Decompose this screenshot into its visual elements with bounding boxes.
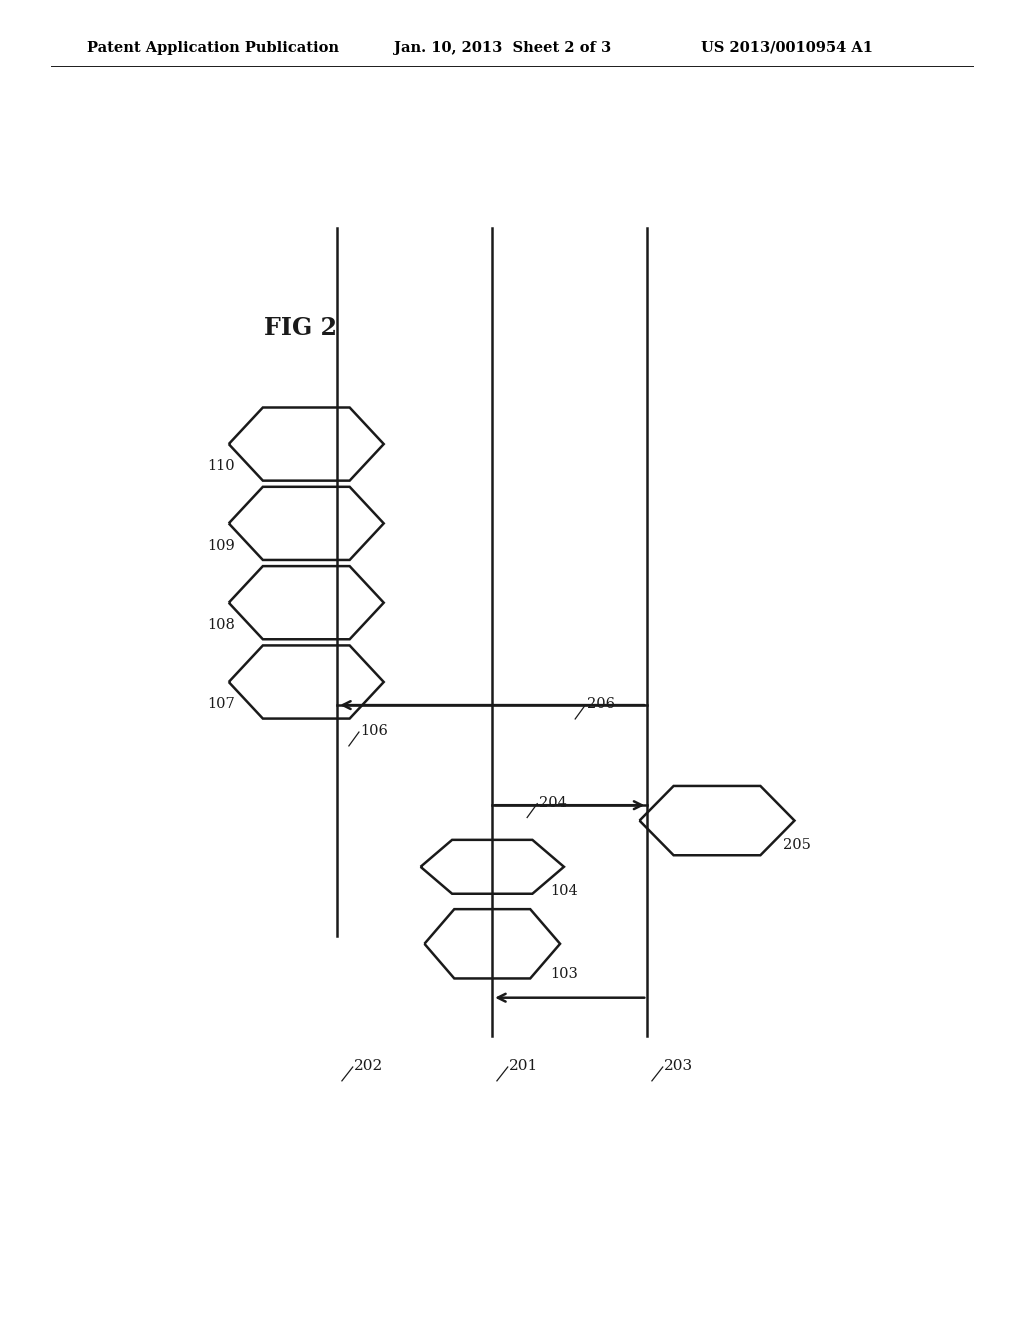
- Text: 206: 206: [587, 697, 614, 711]
- Text: 202: 202: [354, 1059, 384, 1073]
- Text: 110: 110: [207, 459, 234, 474]
- Text: 106: 106: [360, 725, 388, 738]
- Text: 205: 205: [783, 838, 811, 853]
- Text: 201: 201: [509, 1059, 539, 1073]
- Text: US 2013/0010954 A1: US 2013/0010954 A1: [701, 41, 873, 54]
- Text: Jan. 10, 2013  Sheet 2 of 3: Jan. 10, 2013 Sheet 2 of 3: [394, 41, 611, 54]
- Text: 204: 204: [539, 796, 566, 810]
- Text: FIG 2: FIG 2: [263, 317, 337, 341]
- Text: 104: 104: [550, 884, 579, 898]
- Text: 109: 109: [207, 539, 234, 553]
- Text: 103: 103: [550, 966, 579, 981]
- Text: 203: 203: [665, 1059, 693, 1073]
- Text: Patent Application Publication: Patent Application Publication: [87, 41, 339, 54]
- Text: 107: 107: [207, 697, 234, 711]
- Text: 108: 108: [207, 618, 234, 632]
